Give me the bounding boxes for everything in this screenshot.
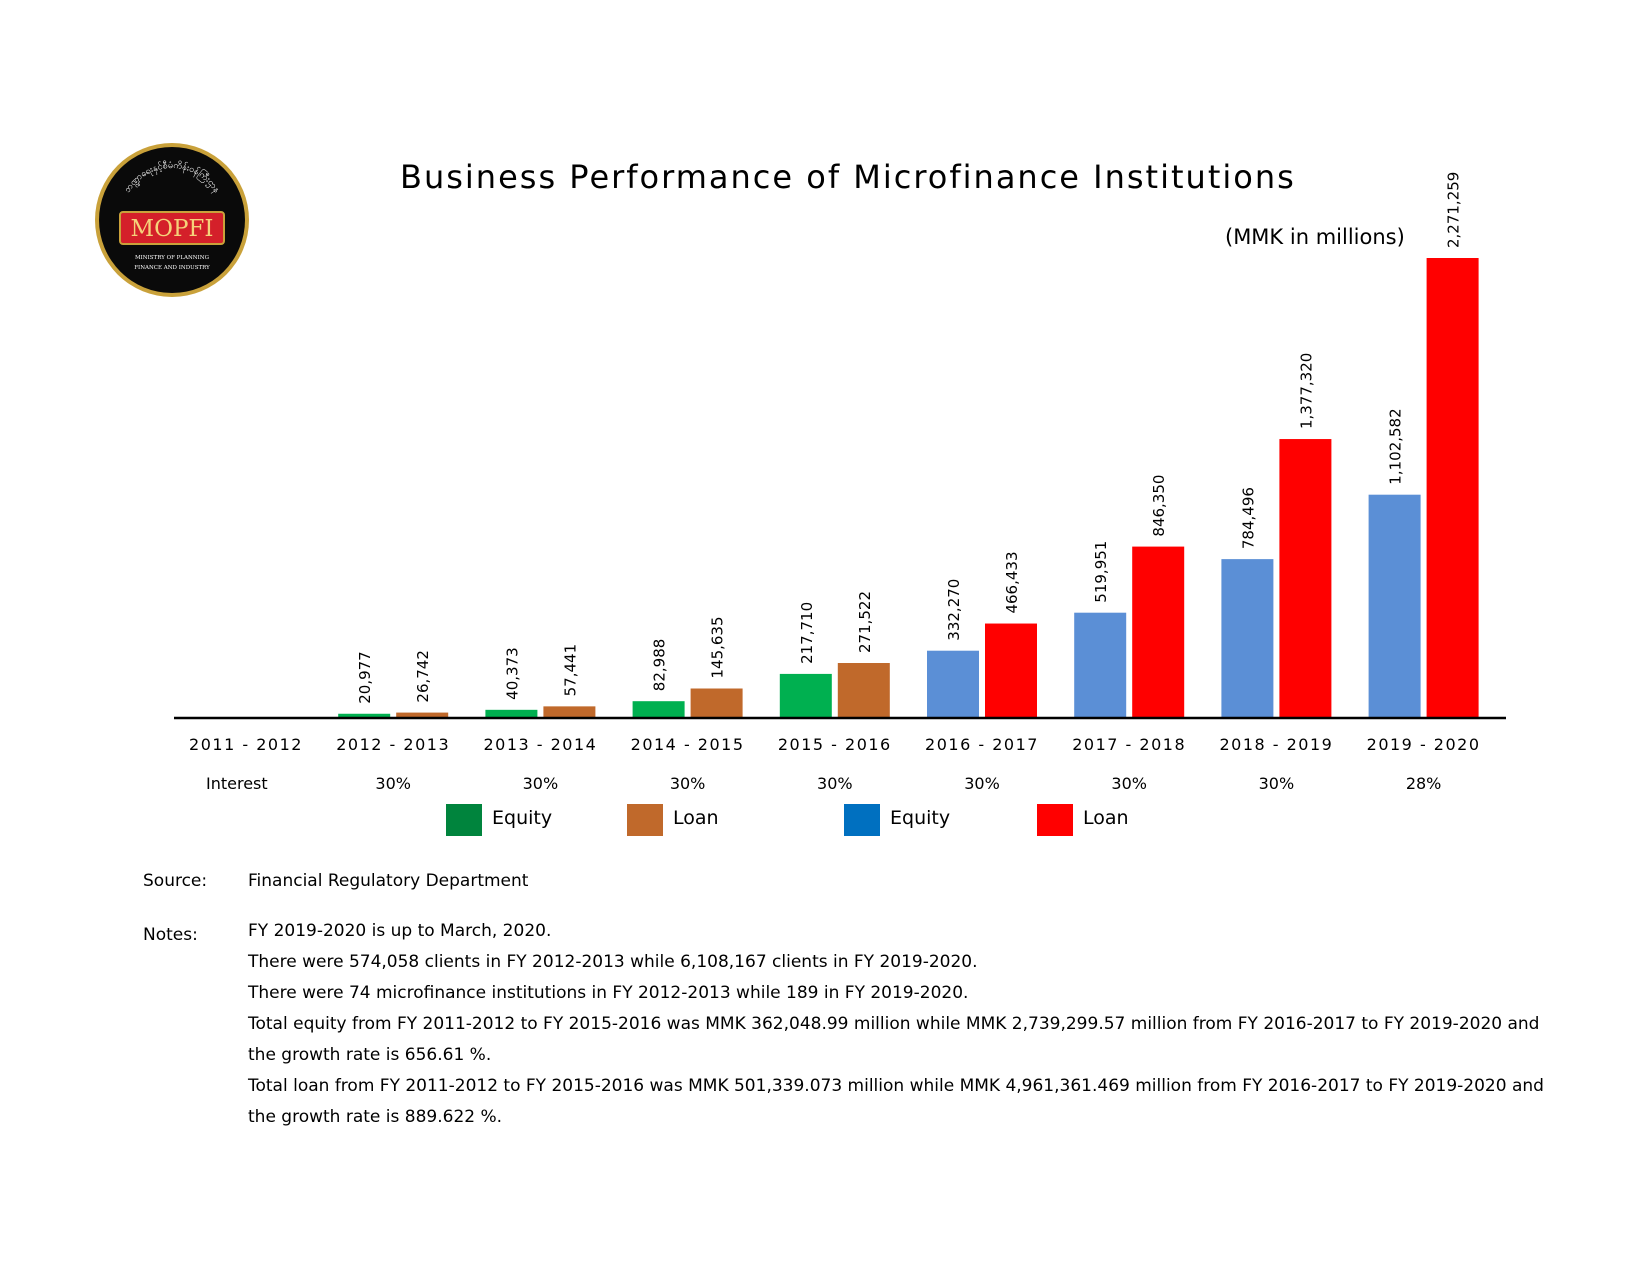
- data-label-loan: 466,433: [1003, 552, 1021, 614]
- x-tick-label: 2019 - 2020: [1367, 735, 1481, 754]
- data-label-loan: 145,635: [709, 616, 727, 678]
- legend-label-loan-red: Loan: [1083, 807, 1129, 829]
- source-label: Source:: [143, 871, 208, 891]
- legend-swatch-loan-brown: [627, 804, 663, 836]
- logo-brand: MOPFI: [131, 216, 214, 242]
- data-label-loan: 26,742: [414, 650, 432, 703]
- interest-value: 30%: [523, 774, 559, 793]
- bar-equity: [338, 713, 391, 718]
- note-item: Total equity from FY 2011-2012 to FY 201…: [248, 1014, 1540, 1065]
- bar-equity: [1368, 494, 1421, 718]
- legend-label-equity-green: Equity: [492, 807, 553, 829]
- bar-loan: [1132, 546, 1185, 718]
- legend-label-loan-brown: Loan: [673, 807, 719, 829]
- x-tick-label: 2017 - 2018: [1072, 735, 1186, 754]
- data-label-equity: 20,977: [356, 651, 374, 704]
- bar-loan: [396, 712, 449, 718]
- units-label: (MMK in millions): [1225, 225, 1405, 249]
- bar-equity: [632, 701, 685, 718]
- interest-value: 30%: [1259, 774, 1295, 793]
- x-tick-label: 2016 - 2017: [925, 735, 1039, 754]
- mopfi-logo: ဘဏ္ဍာရေးနှင့်စီမံကိန်းဝန်ကြီးဌာန MOPFI M…: [95, 143, 249, 297]
- bar-equity: [1221, 559, 1274, 718]
- bar-loan: [690, 688, 743, 718]
- x-tick-label: 2015 - 2016: [778, 735, 892, 754]
- data-label-equity: 1,102,582: [1387, 408, 1405, 484]
- data-label-loan: 846,350: [1150, 475, 1168, 537]
- interest-value: 28%: [1406, 774, 1442, 793]
- legend-item-loan-brown: Loan: [627, 804, 747, 838]
- legend-item-equity-blue: Equity: [844, 804, 964, 838]
- data-label-loan: 1,377,320: [1297, 353, 1315, 429]
- data-label-loan: 2,271,259: [1445, 172, 1463, 248]
- legend-item-loan-red: Loan: [1037, 804, 1157, 838]
- interest-value: 30%: [670, 774, 706, 793]
- interest-row-label: Interest: [206, 774, 268, 793]
- legend-swatch-loan-red: [1037, 804, 1073, 836]
- bar-loan: [985, 623, 1037, 718]
- bar-equity: [1074, 612, 1127, 718]
- bar-equity: [485, 709, 538, 718]
- bar-loan: [1426, 258, 1479, 718]
- data-label-loan: 57,441: [561, 644, 579, 697]
- x-tick-label: 2012 - 2013: [336, 735, 450, 754]
- x-tick-label: 2013 - 2014: [483, 735, 597, 754]
- data-label-loan: 271,522: [856, 591, 874, 653]
- interest-value: 30%: [375, 774, 411, 793]
- data-label-equity: 217,710: [798, 602, 816, 664]
- bar-loan: [1279, 439, 1332, 718]
- bar-chart: 2011 - 2012 20,977 26,742 2012 - 2013 30% 40,…: [174, 172, 1506, 793]
- data-label-equity: 784,496: [1239, 487, 1257, 549]
- bar-equity: [779, 673, 832, 718]
- legend-item-equity-green: Equity: [446, 804, 566, 838]
- legend-label-equity-blue: Equity: [890, 807, 951, 829]
- data-label-equity: 82,988: [651, 639, 669, 692]
- x-tick-label: 2018 - 2019: [1219, 735, 1333, 754]
- notes-label: Notes:: [143, 925, 198, 945]
- interest-value: 30%: [1111, 774, 1147, 793]
- source-text: Financial Regulatory Department: [248, 871, 529, 891]
- legend-swatch-equity-green: [446, 804, 482, 836]
- bar-loan: [837, 663, 890, 718]
- x-tick-label: 2011 - 2012: [189, 735, 303, 754]
- logo-ministry-line2: FINANCE AND INDUSTRY: [134, 265, 210, 271]
- bar-loan: [543, 706, 596, 718]
- note-item: Total loan from FY 2011-2012 to FY 2015-…: [248, 1076, 1544, 1127]
- x-tick-label: 2014 - 2015: [631, 735, 745, 754]
- legend-swatch-equity-blue: [844, 804, 880, 836]
- logo-ministry-line1: MINISTRY OF PLANNING: [135, 255, 209, 261]
- interest-value: 30%: [817, 774, 853, 793]
- note-item: FY 2019-2020 is up to March, 2020.: [248, 921, 552, 941]
- chart-title: Business Performance of Microfinance Ins…: [400, 158, 1296, 196]
- note-item: There were 574,058 clients in FY 2012-20…: [248, 952, 978, 972]
- interest-value: 30%: [964, 774, 1000, 793]
- data-label-equity: 40,373: [503, 647, 521, 700]
- data-label-equity: 519,951: [1092, 541, 1110, 603]
- bar-equity: [927, 650, 979, 718]
- note-item: There were 74 microfinance institutions …: [248, 983, 969, 1003]
- data-label-equity: 332,270: [945, 579, 963, 641]
- notes-list: FY 2019-2020 is up to March, 2020. There…: [248, 916, 1558, 1133]
